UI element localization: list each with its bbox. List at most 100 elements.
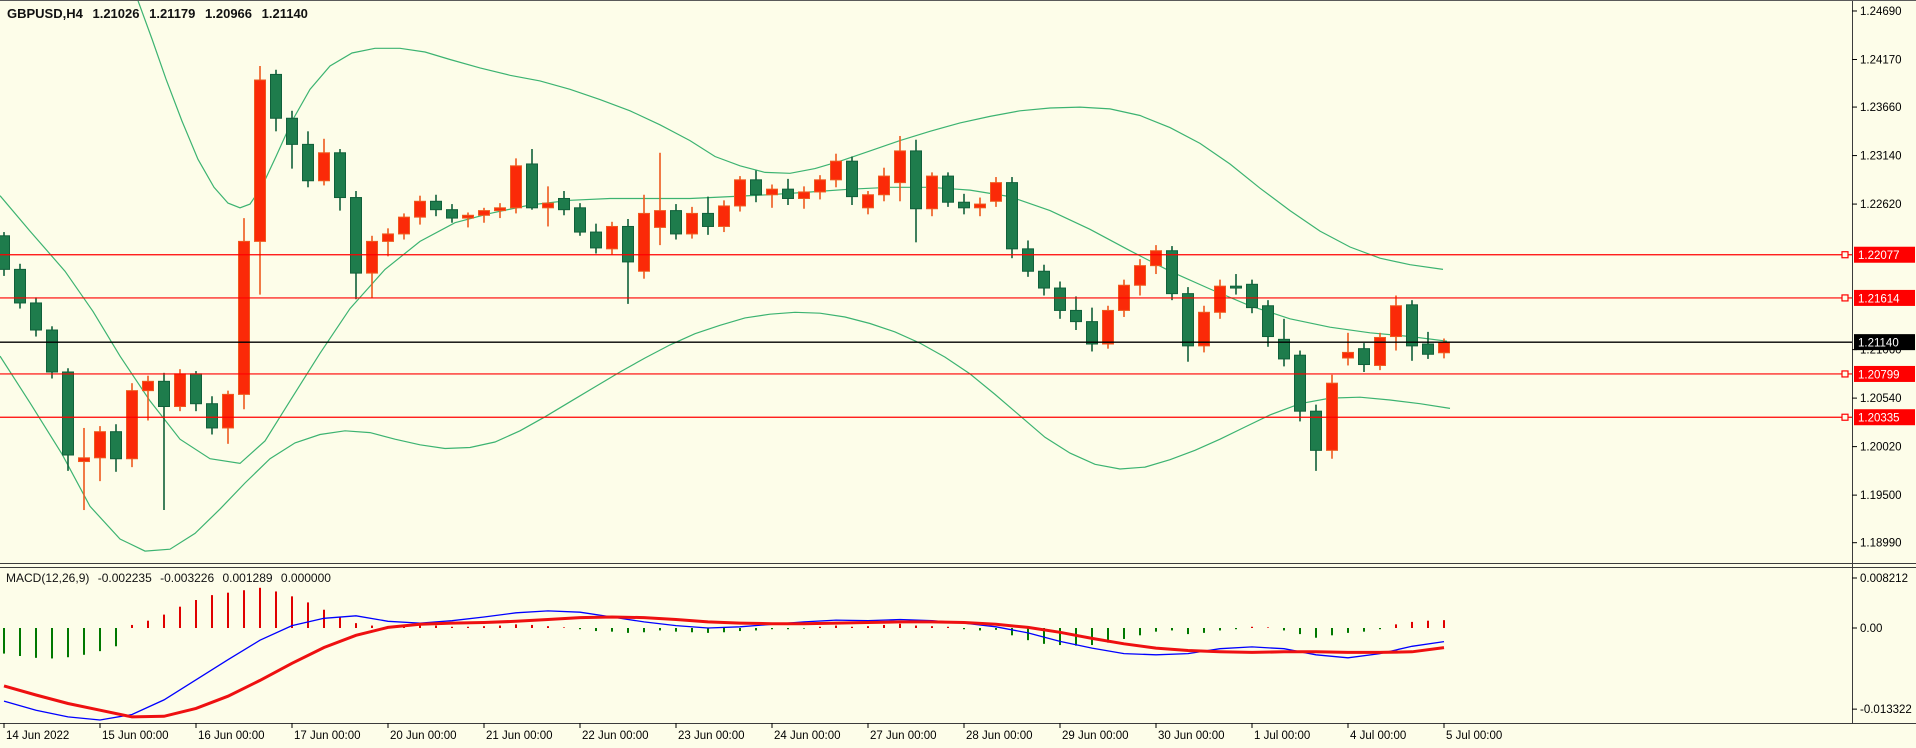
macd-indicator-label: MACD(12,26,9) -0.002235 -0.003226 0.0012… — [6, 571, 336, 585]
candlestick — [142, 380, 154, 392]
candlestick — [126, 390, 138, 460]
candlestick — [510, 165, 522, 209]
date-tick-label: 20 Jun 00:00 — [390, 730, 457, 742]
price-tick-label: 1.24170 — [1860, 54, 1902, 66]
candlestick — [1054, 287, 1066, 311]
price-tick-label: 1.23660 — [1860, 102, 1902, 114]
candlestick — [814, 179, 826, 193]
symbol-ohlc-title: GBPUSD,H4 1.21026 1.21179 1.20966 1.2114… — [7, 6, 314, 21]
candlestick — [206, 403, 218, 429]
candlestick — [686, 212, 698, 235]
candlestick — [670, 210, 682, 235]
candlestick — [174, 373, 186, 408]
candlestick — [462, 214, 474, 219]
candlestick — [1038, 270, 1050, 289]
candlestick — [1166, 250, 1178, 295]
candlestick — [942, 175, 954, 203]
macd-name: MACD(12,26,9) — [6, 571, 90, 585]
candlestick — [1230, 285, 1242, 289]
candlestick — [574, 207, 586, 233]
level-line-handle[interactable] — [1841, 413, 1849, 421]
level-line-handle[interactable] — [1841, 251, 1849, 259]
current-price-tag — [1854, 334, 1915, 351]
date-tick-label: 24 Jun 00:00 — [774, 730, 841, 742]
candlestick — [1262, 305, 1274, 338]
high-value: 1.21179 — [149, 6, 196, 21]
date-tick-label: 5 Jul 00:00 — [1446, 730, 1502, 742]
price-tick-label: 1.22620 — [1860, 199, 1902, 211]
date-tick-label: 30 Jun 00:00 — [1158, 730, 1225, 742]
candlestick — [78, 457, 90, 463]
candlestick — [1358, 348, 1370, 366]
level-line-handle[interactable] — [1841, 370, 1849, 378]
candlestick — [494, 207, 506, 212]
candlestick — [0, 235, 10, 270]
candlestick — [766, 188, 778, 196]
candlestick — [110, 431, 122, 460]
candlestick — [558, 197, 570, 211]
candlestick — [1134, 265, 1146, 286]
level-price-tag-label: 1.22077 — [1858, 250, 1900, 262]
candlestick — [1406, 304, 1418, 347]
symbol-period-label: GBPUSD,H4 — [7, 6, 83, 21]
candlestick — [62, 371, 74, 456]
candlestick — [1086, 321, 1098, 345]
candlestick — [734, 179, 746, 207]
candlestick — [1070, 309, 1082, 323]
candlestick — [158, 380, 170, 408]
candlestick — [590, 231, 602, 249]
macd-tick-label: -0.013322 — [1860, 704, 1912, 716]
candlestick — [638, 212, 650, 272]
candlestick — [974, 203, 986, 209]
candlestick — [1374, 336, 1386, 366]
low-value: 1.20966 — [205, 6, 253, 21]
candlestick — [1214, 285, 1226, 313]
candlestick — [862, 194, 874, 209]
candlestick — [30, 302, 42, 331]
level-price-tag-label: 1.20799 — [1858, 369, 1900, 381]
level-price-tag — [1854, 246, 1915, 263]
level-price-tag-label: 1.20335 — [1858, 413, 1900, 425]
candlestick — [1150, 250, 1162, 267]
macd-value-hist: 0.001289 — [222, 571, 273, 585]
date-tick-label: 21 Jun 00:00 — [486, 730, 553, 742]
candlestick — [302, 143, 314, 182]
candlestick — [334, 152, 346, 199]
date-tick-label: 1 Jul 00:00 — [1254, 730, 1310, 742]
date-tick-label: 27 Jun 00:00 — [870, 730, 937, 742]
macd-value-zero: 0.000000 — [280, 571, 331, 585]
macd-tick-label: 0.00 — [1860, 623, 1882, 635]
candlestick — [750, 179, 762, 196]
candlestick — [190, 373, 202, 405]
price-tick-label: 1.20540 — [1860, 393, 1902, 405]
price-tick-label: 1.18990 — [1860, 538, 1902, 550]
candlestick — [990, 182, 1002, 202]
candlestick — [702, 212, 714, 227]
date-tick-label: 28 Jun 00:00 — [966, 730, 1033, 742]
candlestick — [366, 240, 378, 274]
candlestick — [542, 202, 554, 209]
candlestick — [446, 209, 458, 219]
candlestick — [1198, 311, 1210, 347]
price-tick-label: 1.20020 — [1860, 442, 1902, 454]
candlestick — [1246, 283, 1258, 309]
candlestick — [846, 160, 858, 198]
macd-signal-line — [3, 615, 1445, 719]
candlestick — [526, 163, 538, 209]
date-tick-label: 14 Jun 2022 — [6, 730, 69, 742]
price-tick-label: 1.23140 — [1860, 151, 1902, 163]
current-price-tag-label: 1.21140 — [1858, 338, 1899, 350]
candlestick — [894, 150, 906, 184]
candlestick — [430, 200, 442, 211]
candlestick — [286, 117, 298, 145]
level-line-handle[interactable] — [1841, 294, 1849, 302]
candlestick — [958, 201, 970, 209]
candlestick — [1278, 338, 1290, 360]
bollinger-middle-band-line — [0, 186, 1448, 465]
date-tick-label: 23 Jun 00:00 — [678, 730, 745, 742]
candlestick — [222, 393, 234, 429]
candlestick — [1182, 293, 1194, 347]
candlestick — [1102, 309, 1114, 345]
